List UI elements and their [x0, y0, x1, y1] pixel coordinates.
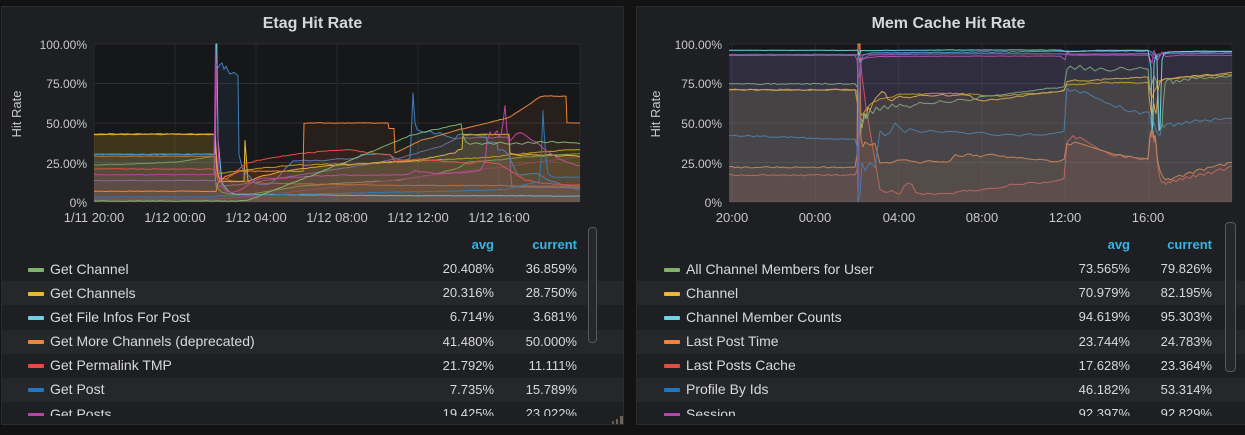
- svg-text:20:00: 20:00: [716, 210, 749, 225]
- svg-text:1/12 04:00: 1/12 04:00: [225, 210, 286, 225]
- svg-text:0%: 0%: [705, 196, 723, 210]
- svg-text:00:00: 00:00: [799, 210, 832, 225]
- svg-text:08:00: 08:00: [966, 210, 999, 225]
- svg-text:50.00%: 50.00%: [46, 117, 87, 131]
- svg-text:Hit Rate: Hit Rate: [9, 91, 24, 138]
- svg-text:1/12 08:00: 1/12 08:00: [306, 210, 367, 225]
- svg-text:75.00%: 75.00%: [681, 77, 722, 91]
- svg-text:75.00%: 75.00%: [46, 77, 87, 91]
- svg-text:1/12 00:00: 1/12 00:00: [144, 210, 205, 225]
- svg-text:04:00: 04:00: [883, 210, 916, 225]
- svg-text:1/12 12:00: 1/12 12:00: [387, 210, 448, 225]
- svg-text:50.00%: 50.00%: [681, 117, 722, 131]
- svg-text:25.00%: 25.00%: [681, 157, 722, 171]
- svg-text:12:00: 12:00: [1049, 210, 1082, 225]
- svg-text:100.00%: 100.00%: [40, 38, 88, 52]
- svg-text:1/12 16:00: 1/12 16:00: [468, 210, 529, 225]
- svg-text:Hit Rate: Hit Rate: [648, 91, 663, 138]
- svg-text:100.00%: 100.00%: [675, 38, 723, 52]
- svg-text:0%: 0%: [70, 196, 88, 210]
- svg-text:1/11 20:00: 1/11 20:00: [64, 210, 124, 225]
- svg-text:25.00%: 25.00%: [46, 157, 87, 171]
- svg-text:16:00: 16:00: [1132, 210, 1165, 225]
